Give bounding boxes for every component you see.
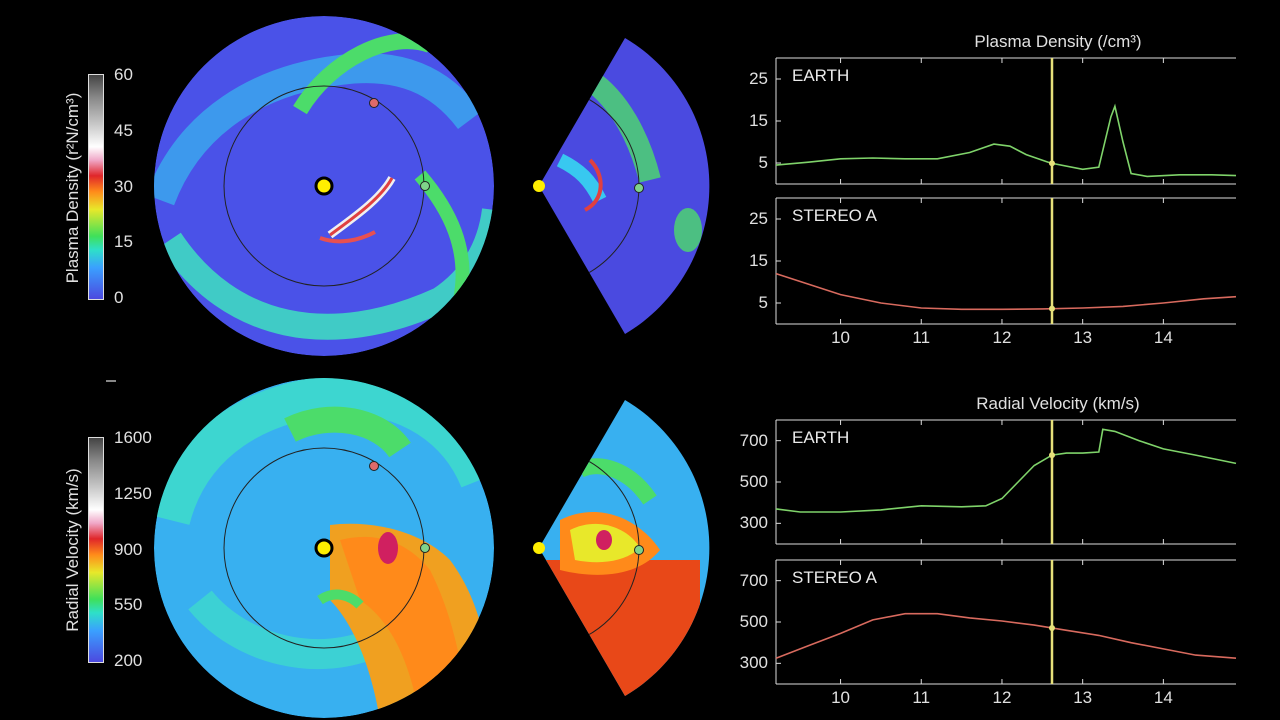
panel-2-ytick-label-0: 700 xyxy=(739,430,768,450)
panel-label-velocity-stereo: STEREO A xyxy=(792,568,878,587)
panel-1-xtick-label-0: 10 xyxy=(831,328,850,347)
density-section-title: Plasma Density (/cm³) xyxy=(974,32,1142,51)
density-tick-1: 45 xyxy=(114,121,133,140)
density-tick-0: 60 xyxy=(114,65,133,84)
panel-label-density-stereo: STEREO A xyxy=(792,206,878,225)
panel-2-ytick-label-1: 500 xyxy=(739,472,768,491)
velocity-tick-4: 200 xyxy=(114,651,143,670)
panel-2-series-line xyxy=(775,428,1237,513)
panel-3-marker-dot xyxy=(1049,624,1055,631)
panel-3-xtick-label-3: 13 xyxy=(1073,688,1093,707)
density-tick-3: 15 xyxy=(114,232,133,251)
panel-3-ytick-label-2: 300 xyxy=(739,653,768,673)
panel-1-xtick-label-1: 11 xyxy=(912,328,931,347)
velocity-tick-0: 1600 xyxy=(114,428,152,447)
density-colorbar-gradient xyxy=(88,74,104,300)
panel-1-xtick-label-2: 12 xyxy=(992,328,1012,347)
panel-3-ytick-label-0: 700 xyxy=(739,570,768,590)
panel-2-marker-dot xyxy=(1049,452,1055,459)
panel-0-series-line xyxy=(775,103,1237,178)
velocity-colorbar-gradient xyxy=(88,437,104,663)
panel-label-density-earth: EARTH xyxy=(792,66,850,85)
panel-3-xtick-label-2: 12 xyxy=(992,688,1012,707)
panel-3-ytick-label-1: 500 xyxy=(739,612,768,631)
panel-0-ytick-label-1: 15 xyxy=(749,111,768,130)
panel-1-series-line xyxy=(775,272,1237,311)
panel-label-velocity-earth: EARTH xyxy=(792,428,850,447)
panel-1-xtick-label-3: 13 xyxy=(1073,328,1093,347)
velocity-tick-3: 550 xyxy=(114,595,143,614)
panel-1-ytick-label-0: 25 xyxy=(749,209,768,228)
panel-3-xtick-label-0: 10 xyxy=(831,688,850,707)
panel-1-xtick-label-4: 14 xyxy=(1153,328,1173,347)
divider-dash xyxy=(106,380,116,382)
panel-0-ytick-label-2: 5 xyxy=(758,153,768,172)
panel-3-xtick-label-1: 11 xyxy=(912,688,931,707)
density-tick-2: 30 xyxy=(114,177,133,196)
panel-1-marker-dot xyxy=(1049,305,1055,312)
panel-1-ytick-label-2: 5 xyxy=(758,293,768,312)
velocity-tick-1: 1250 xyxy=(114,484,152,503)
panel-3-series-line xyxy=(775,612,1237,659)
panel-1-ytick-label-1: 15 xyxy=(749,251,768,270)
panel-0-ytick-label-0: 25 xyxy=(749,69,768,88)
panel-0-marker-dot xyxy=(1049,160,1055,167)
density-tick-4: 0 xyxy=(114,288,124,307)
velocity-section-title: Radial Velocity (km/s) xyxy=(976,394,1140,413)
velocity-tick-2: 900 xyxy=(114,540,143,559)
panel-2-ytick-label-2: 300 xyxy=(739,513,768,533)
panel-3-xtick-label-4: 14 xyxy=(1153,688,1173,707)
